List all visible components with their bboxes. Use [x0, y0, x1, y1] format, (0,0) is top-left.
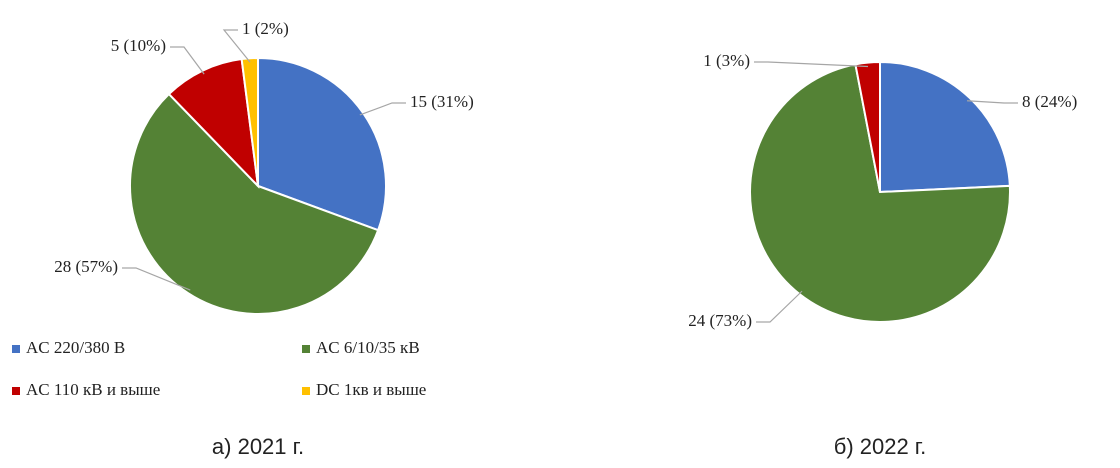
data-label: 15 (31%) — [410, 92, 474, 111]
data-label: 1 (2%) — [242, 19, 289, 38]
legend-swatch — [302, 387, 310, 395]
chart-caption: а) 2021 г. — [212, 434, 304, 459]
legend-swatch — [12, 387, 20, 395]
legend-label: AC 110 кВ и выше — [26, 380, 160, 399]
legend-label: AC 220/380 В — [26, 338, 125, 357]
pie-slice — [167, 57, 260, 189]
leader-line — [222, 29, 251, 63]
pie-slice — [129, 92, 380, 315]
pie-slice — [240, 56, 259, 187]
data-label: 5 (10%) — [111, 36, 166, 55]
legend-swatch — [12, 345, 20, 353]
leader-line — [359, 102, 406, 116]
leader-line — [122, 267, 191, 291]
leader-line — [966, 100, 1018, 104]
pie-slice — [879, 60, 1011, 194]
legend-label: DC 1кв и выше — [316, 380, 426, 399]
pie-slice — [257, 56, 387, 232]
leader-line — [756, 290, 803, 323]
legend-label: AC 6/10/35 кВ — [316, 338, 420, 357]
chart-caption: б) 2022 г. — [834, 434, 927, 459]
data-label: 28 (57%) — [54, 257, 118, 276]
leader-line — [754, 61, 869, 68]
legend-swatch — [302, 345, 310, 353]
data-label: 8 (24%) — [1022, 92, 1077, 111]
data-label: 24 (73%) — [688, 311, 752, 330]
leader-line — [170, 46, 205, 75]
data-label: 1 (3%) — [703, 51, 750, 70]
pie-slice — [854, 60, 881, 193]
